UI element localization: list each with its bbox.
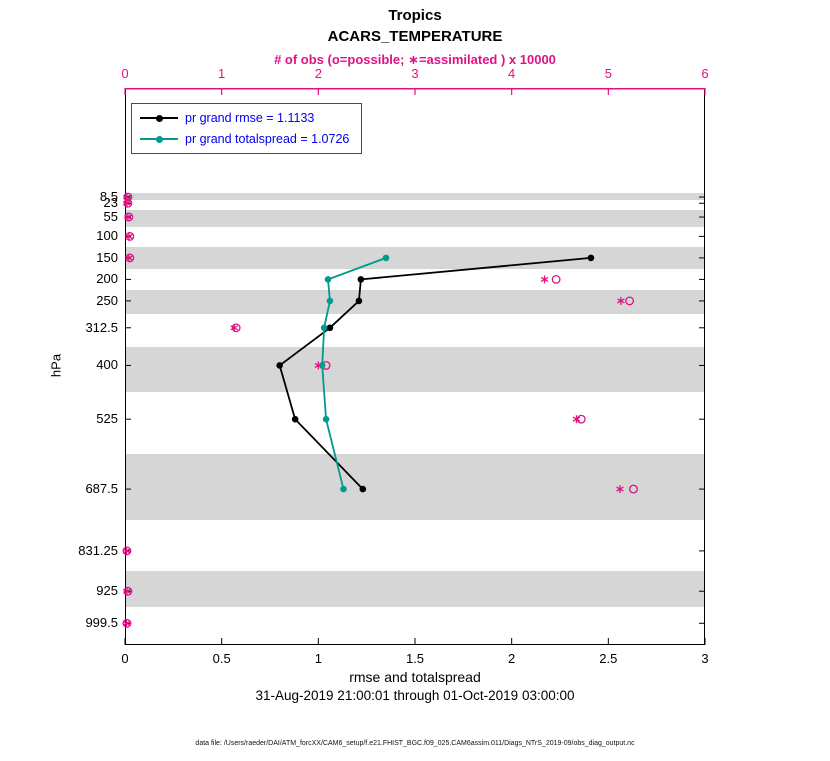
assimilated-obs-marker bbox=[123, 200, 131, 206]
possible-obs-marker bbox=[123, 586, 133, 596]
possible-obs-marker bbox=[231, 323, 241, 333]
x-tick-label: 0 bbox=[121, 651, 129, 666]
assimilated-obs-marker bbox=[123, 588, 131, 594]
gray-band bbox=[125, 193, 705, 201]
rmse-line-sample-icon bbox=[140, 114, 178, 122]
plot-subtitle: ACARS_TEMPERATURE bbox=[327, 28, 503, 45]
y-tick-label: 831.25 bbox=[78, 542, 118, 558]
plot-frame bbox=[125, 88, 705, 645]
legend-label-rmse: pr grand rmse = 1.1133 bbox=[185, 111, 315, 125]
top-tick-label: 2 bbox=[314, 66, 322, 81]
possible-obs-marker bbox=[125, 231, 135, 241]
y-tick-label: 400 bbox=[96, 357, 118, 373]
x-tick-label: 2.5 bbox=[599, 651, 618, 666]
chart-canvas bbox=[122, 88, 706, 645]
series-point bbox=[587, 254, 595, 262]
gray-band bbox=[125, 454, 705, 520]
series-point bbox=[326, 324, 334, 332]
series-point bbox=[276, 362, 283, 369]
series-point bbox=[322, 415, 330, 423]
top-tick-label: 4 bbox=[508, 66, 516, 81]
series-point bbox=[324, 276, 332, 283]
legend-entry-totalspread: pr grand totalspread = 1.0726 bbox=[140, 131, 349, 147]
series-line bbox=[321, 257, 387, 490]
assimilated-obs-marker bbox=[617, 298, 625, 304]
series-point bbox=[355, 297, 363, 305]
series-point bbox=[340, 485, 347, 493]
series-point bbox=[318, 362, 326, 369]
y-tick-label: 312.5 bbox=[85, 319, 118, 335]
y-tick-label: 250 bbox=[96, 292, 118, 308]
top-tick-label: 3 bbox=[411, 66, 419, 81]
data-file-path: data file: /Users/raeder/DAI/ATM_forcXX/… bbox=[195, 740, 635, 747]
y-tick-label: 8.5 bbox=[99, 189, 118, 205]
y-tick-label: 687.5 bbox=[85, 481, 118, 497]
gray-band bbox=[125, 346, 705, 393]
assimilated-obs-marker bbox=[125, 255, 133, 261]
possible-obs-marker bbox=[629, 484, 638, 494]
legend: pr grand rmse = 1.1133 pr grand totalspr… bbox=[131, 103, 363, 154]
series-line bbox=[278, 256, 592, 490]
series-point bbox=[357, 276, 365, 283]
x-tick-label: 2 bbox=[508, 651, 516, 666]
top-tick-label: 1 bbox=[218, 66, 226, 81]
possible-obs-marker bbox=[576, 414, 586, 424]
assimilated-obs-marker bbox=[122, 620, 131, 626]
date-range: 31-Aug-2019 21:00:01 through 01-Oct-2019… bbox=[255, 688, 575, 703]
series-point bbox=[291, 415, 299, 423]
gray-band bbox=[125, 290, 705, 315]
y-tick-label: 23 bbox=[103, 195, 118, 211]
top-tick-label: 5 bbox=[604, 66, 612, 81]
y-tick-label: 100 bbox=[96, 228, 118, 244]
x-tick-label: 1.5 bbox=[405, 651, 425, 666]
legend-label-totalspread: pr grand totalspread = 1.0726 bbox=[185, 132, 350, 146]
plot-title: Tropics bbox=[388, 7, 442, 24]
top-tick-label: 6 bbox=[701, 66, 709, 81]
top-axis-label: # of obs (o=possible; ∗=assimilated ) x … bbox=[274, 52, 556, 67]
legend-entry-rmse: pr grand rmse = 1.1133 bbox=[140, 110, 349, 126]
possible-obs-marker bbox=[124, 212, 134, 222]
assimilated-obs-marker bbox=[123, 194, 131, 200]
assimilated-obs-marker bbox=[616, 486, 624, 492]
gray-band bbox=[125, 571, 705, 608]
x-tick-label: 1 bbox=[314, 651, 322, 666]
assimilated-obs-marker bbox=[572, 416, 581, 422]
plot-area bbox=[122, 88, 706, 645]
assimilated-obs-marker bbox=[124, 214, 132, 220]
possible-obs-marker bbox=[551, 274, 561, 284]
gray-band bbox=[125, 247, 705, 269]
assimilated-obs-marker bbox=[230, 325, 239, 331]
top-tick-label: 0 bbox=[121, 66, 129, 81]
assimilated-obs-marker bbox=[122, 548, 131, 554]
gray-band bbox=[125, 210, 705, 227]
assimilated-obs-marker bbox=[125, 233, 133, 239]
assimilated-obs-marker bbox=[540, 276, 549, 282]
y-tick-label: 525 bbox=[96, 411, 118, 427]
possible-obs-marker bbox=[123, 192, 133, 202]
y-tick-label: 150 bbox=[96, 249, 118, 265]
totalspread-line-sample-icon bbox=[140, 135, 178, 143]
y-tick-label: 200 bbox=[96, 271, 118, 287]
possible-obs-marker bbox=[625, 296, 635, 306]
x-tick-label: 3 bbox=[701, 651, 709, 666]
possible-obs-marker bbox=[123, 198, 133, 208]
series-point bbox=[326, 297, 334, 305]
x-axis-label: rmse and totalspread bbox=[349, 669, 481, 685]
series-point bbox=[359, 485, 367, 493]
y-tick-label: 55 bbox=[103, 209, 118, 225]
x-tick-label: 0.5 bbox=[212, 651, 231, 666]
y-tick-label: 999.5 bbox=[85, 615, 118, 631]
series-point bbox=[320, 324, 328, 332]
y-tick-label: 925 bbox=[96, 583, 118, 599]
series-point bbox=[382, 254, 390, 262]
gray-bands-layer bbox=[125, 88, 705, 645]
possible-obs-marker bbox=[125, 253, 135, 263]
